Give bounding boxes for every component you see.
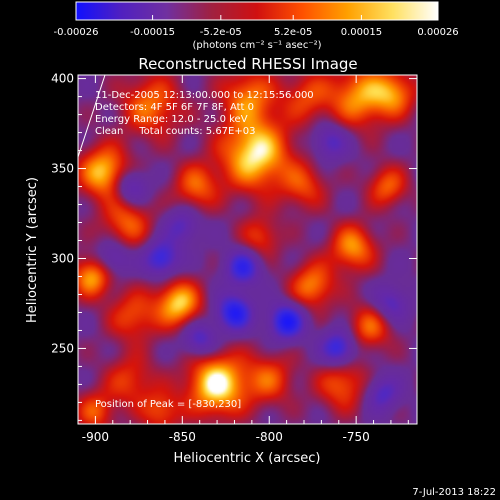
colorbar-bar — [75, 1, 439, 21]
y-tick-label: 350 — [51, 162, 74, 176]
heatmap-image — [78, 75, 417, 424]
colorbar-tick-label: 5.2e-05 — [274, 27, 312, 38]
colorbar-tick-label: 0.00026 — [417, 27, 458, 38]
annotation-line: Clean Total counts: 5.67E+03 — [95, 126, 255, 137]
y-tick-label: 250 — [51, 341, 74, 355]
x-axis-label: Heliocentric X (arcsec) — [174, 451, 321, 466]
annotation-line: Detectors: 4F 5F 6F 7F 8F, Att 0 — [95, 102, 254, 113]
y-axis-label: Heliocentric Y (arcsec) — [25, 177, 40, 323]
annotations: 11-Dec-2005 12:13:00.000 to 12:15:56.000… — [95, 90, 314, 137]
y-tick-label: 300 — [51, 251, 74, 265]
chart-title: Reconstructed RHESSI Image — [138, 55, 357, 73]
colorbar-tick-label: -0.00015 — [130, 27, 175, 38]
plot-frame — [77, 74, 418, 425]
y-tick-label: 400 — [51, 72, 74, 86]
peak-position-label: Position of Peak = [-830,230] — [95, 399, 241, 410]
annotation-line: 11-Dec-2005 12:13:00.000 to 12:15:56.000 — [95, 90, 314, 101]
x-tick-label: -800 — [256, 430, 283, 444]
colorbar-ticks: -0.00026 -0.00015 -5.2e-05 5.2e-05 0.00015 0.… — [54, 15, 459, 38]
colorbar-units: (photons cm⁻² s⁻¹ asec⁻²) — [192, 40, 321, 51]
y-axis-ticks: 250 300 350 400 — [51, 72, 417, 421]
x-tick-label: -900 — [82, 430, 109, 444]
solar-limb-line — [78, 75, 106, 158]
x-tick-label: -750 — [343, 430, 370, 444]
colorbar: -0.00026 -0.00015 -5.2e-05 5.2e-05 0.00015 0.… — [54, 1, 459, 51]
colorbar-tick-label: -5.2e-05 — [200, 27, 242, 38]
x-tick-label: -850 — [169, 430, 196, 444]
annotation-line: Energy Range: 12.0 - 25.0 keV — [95, 114, 248, 125]
timestamp: 7-Jul-2013 18:22 — [412, 487, 496, 498]
x-axis-ticks: -900 -850 -800 -750 — [82, 75, 409, 444]
colorbar-tick-label: -0.00026 — [54, 27, 99, 38]
colorbar-tick-label: 0.00015 — [341, 27, 382, 38]
